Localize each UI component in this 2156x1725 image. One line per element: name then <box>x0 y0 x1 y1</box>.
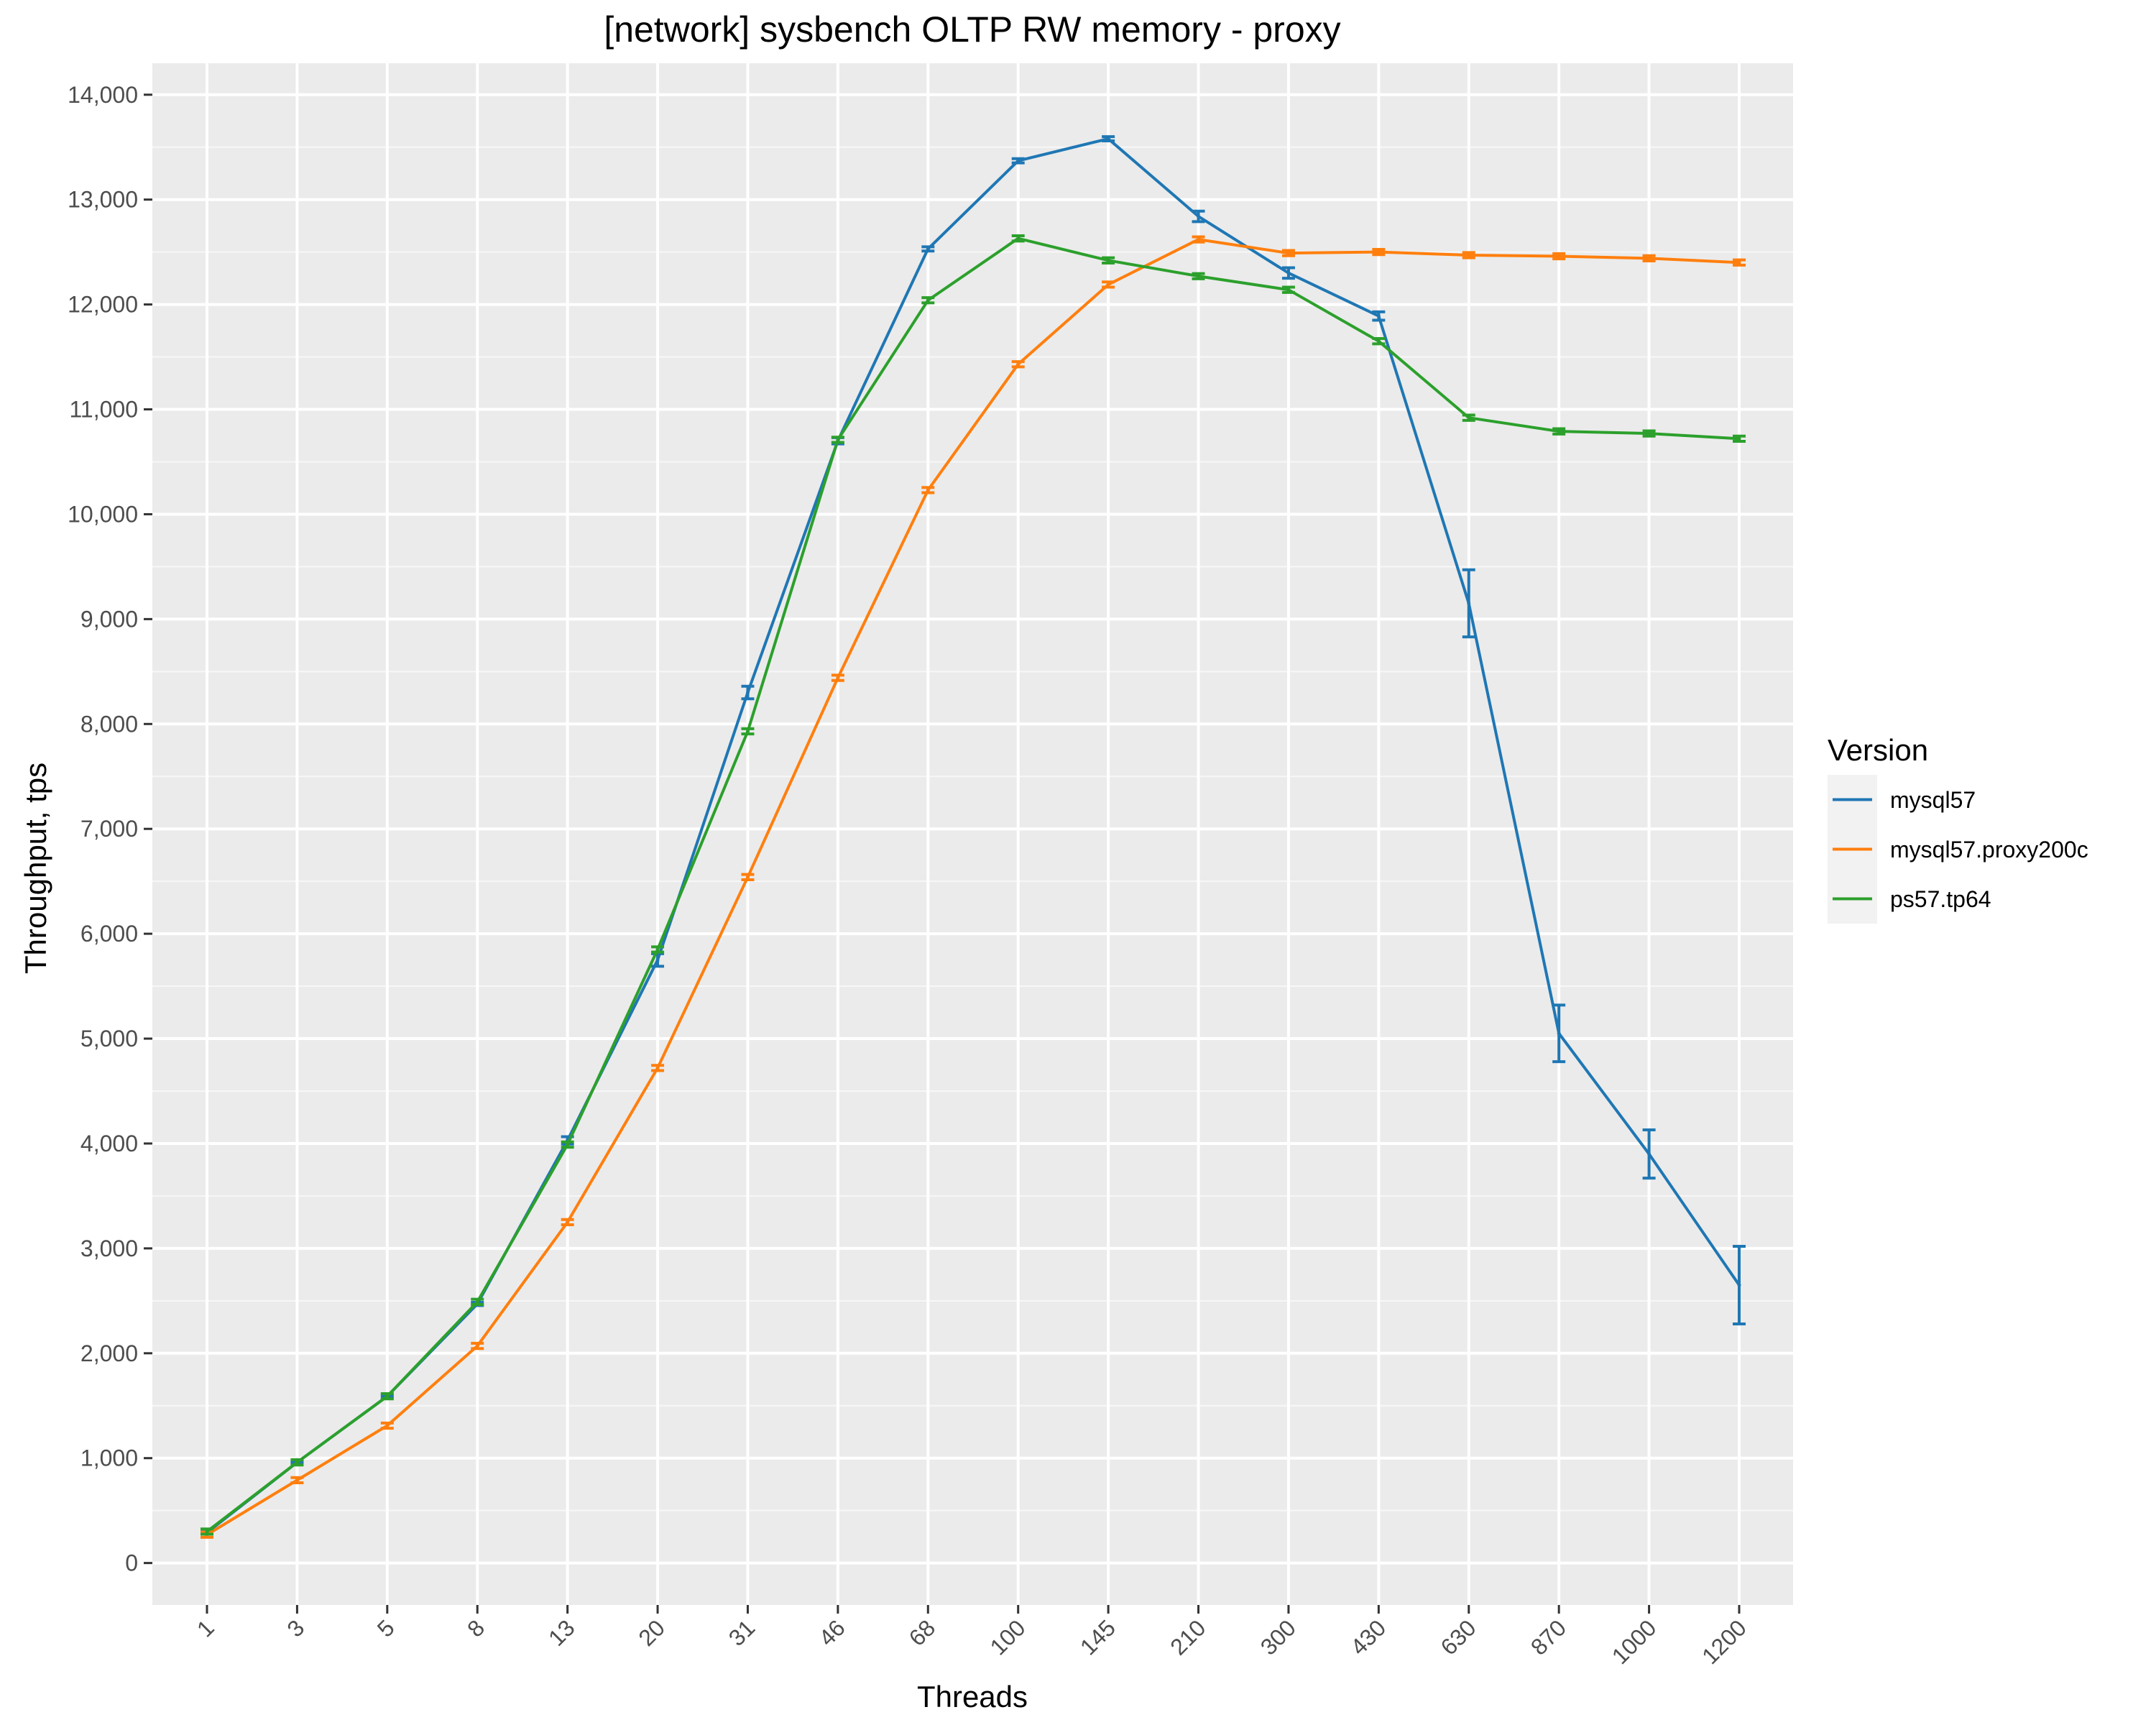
data-point <box>566 1220 570 1224</box>
x-tick-label: 870 <box>1526 1614 1571 1660</box>
data-point <box>1467 253 1471 257</box>
y-tick-label: 7,000 <box>80 816 138 842</box>
data-point <box>1286 251 1291 255</box>
y-tick-label: 2,000 <box>80 1340 138 1366</box>
x-tick-label: 1 <box>192 1614 219 1642</box>
data-point <box>1557 1031 1561 1036</box>
data-point <box>1197 274 1201 278</box>
x-tick-label: 300 <box>1256 1614 1301 1660</box>
x-tick-label: 1200 <box>1697 1614 1751 1669</box>
data-point <box>1197 214 1201 218</box>
data-point <box>1647 1152 1651 1156</box>
series-line <box>206 238 1740 1536</box>
x-tick-label: 20 <box>633 1614 670 1651</box>
x-tick-label: 68 <box>904 1614 941 1651</box>
y-tick-label: 11,000 <box>70 397 139 423</box>
data-point <box>836 438 840 442</box>
data-point <box>655 1066 660 1070</box>
plot-background <box>152 63 1793 1605</box>
data-point <box>836 676 840 680</box>
data-point <box>475 1344 479 1348</box>
data-point <box>1737 260 1741 264</box>
x-tick-label: 46 <box>814 1614 850 1651</box>
chart-title: [network] sysbench OLTP RW memory - prox… <box>604 9 1340 50</box>
data-point <box>1467 601 1471 605</box>
data-point <box>1737 436 1741 441</box>
y-tick-label: 9,000 <box>80 606 138 632</box>
data-point <box>1016 236 1021 241</box>
data-point <box>745 875 750 879</box>
y-axis: 0 1,000 2,000 3,000 4,000 5,000 6,000 7,000 8,00… <box>68 82 152 1576</box>
y-tick-label: 8,000 <box>80 711 138 737</box>
data-point <box>745 730 750 733</box>
data-point <box>1016 159 1021 163</box>
x-tick-label: 145 <box>1075 1614 1120 1660</box>
legend-title: Version <box>1828 733 1928 767</box>
data-point <box>205 1530 209 1534</box>
data-point <box>1106 282 1110 287</box>
x-tick-label: 13 <box>543 1614 580 1651</box>
y-tick-label: 1,000 <box>80 1445 138 1471</box>
x-tick-label: 210 <box>1165 1614 1210 1660</box>
data-point <box>1197 237 1201 242</box>
data-point <box>926 298 930 303</box>
data-point <box>1467 415 1471 420</box>
data-point <box>1106 137 1110 141</box>
x-tick-label: 5 <box>372 1614 400 1642</box>
legend-label: mysql57.proxy200c <box>1890 837 2088 862</box>
x-tick-label: 1000 <box>1607 1614 1662 1669</box>
data-point <box>1737 1283 1741 1287</box>
data-point <box>1286 271 1291 275</box>
y-tick-label: 3,000 <box>80 1236 138 1261</box>
data-point <box>1286 288 1291 292</box>
data-point <box>1647 431 1651 436</box>
data-point <box>1647 256 1651 260</box>
data-point <box>1376 314 1381 318</box>
y-tick-label: 5,000 <box>80 1026 138 1052</box>
data-point <box>295 1460 299 1465</box>
x-tick-label: 100 <box>985 1614 1030 1660</box>
data-point <box>655 947 660 952</box>
data-point <box>566 1142 570 1146</box>
x-tick-label: 31 <box>724 1614 760 1651</box>
series-ps57.tp64 <box>201 234 1746 1536</box>
data-point <box>385 1394 390 1399</box>
x-tick-label: 8 <box>462 1614 489 1642</box>
data-point <box>1557 254 1561 258</box>
data-point <box>1376 339 1381 344</box>
data-point <box>1106 258 1110 262</box>
y-tick-label: 4,000 <box>80 1131 138 1156</box>
y-tick-label: 10,000 <box>68 501 138 527</box>
series-line <box>206 236 1740 1533</box>
y-tick-label: 6,000 <box>80 921 138 947</box>
legend: Version mysql57 mysql57.proxy200c ps57.tp6… <box>1828 733 2088 924</box>
x-tick-label: 630 <box>1436 1614 1481 1660</box>
y-tick-label: 12,000 <box>68 292 138 318</box>
plot-area <box>152 63 1793 1605</box>
data-point <box>385 1423 390 1427</box>
data-point <box>745 691 750 695</box>
x-tick-label: 430 <box>1345 1614 1391 1660</box>
legend-label: mysql57 <box>1890 787 1976 813</box>
data-point <box>1557 429 1561 433</box>
data-point <box>1376 250 1381 254</box>
y-tick-label: 0 <box>125 1550 138 1576</box>
data-point <box>926 488 930 492</box>
x-tick-label: 3 <box>282 1614 309 1642</box>
data-point <box>1016 362 1021 367</box>
x-axis: 1 3 5 8 13 20 31 46 68 100 145 210 300 430 630 870 1000 1… <box>192 1605 1751 1669</box>
data-point <box>475 1300 479 1304</box>
series-mysql57.proxy200c <box>201 235 1746 1539</box>
data-point <box>655 958 660 962</box>
y-tick-label: 13,000 <box>68 187 138 213</box>
y-axis-title: Throughput, tps <box>19 763 52 974</box>
legend-label: ps57.tp64 <box>1890 886 1991 912</box>
data-point <box>926 247 930 251</box>
y-tick-label: 14,000 <box>68 82 138 108</box>
x-axis-title: Threads <box>917 1680 1028 1714</box>
data-point <box>295 1478 299 1482</box>
